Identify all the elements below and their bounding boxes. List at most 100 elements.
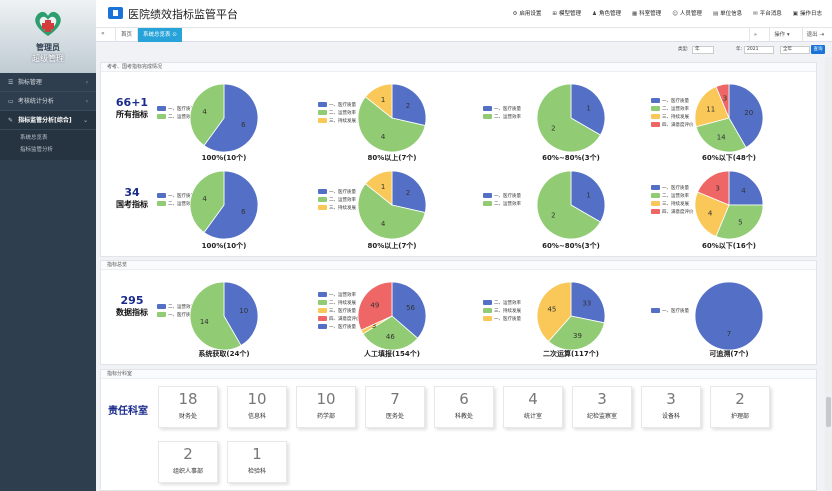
legend-item[interactable]: 二、运营效率 <box>651 106 694 114</box>
legend-item[interactable]: 一、医疗质量 <box>157 193 195 201</box>
department-card[interactable]: 6 科教处 <box>434 386 494 428</box>
legend-item[interactable]: 一、医疗质量 <box>318 189 356 197</box>
legend-item[interactable]: 一、医疗质量 <box>483 193 521 201</box>
pie-slice[interactable] <box>189 170 225 234</box>
legend-item[interactable]: 一、医疗质量 <box>157 106 195 114</box>
nav-item-logs[interactable]: ▣ 操作日志 <box>793 9 822 17</box>
legend-item[interactable]: 三、医疗质量 <box>318 308 361 316</box>
department-card[interactable]: 3 纪检监察室 <box>572 386 632 428</box>
department-card[interactable]: 4 统计室 <box>503 386 563 428</box>
legend-item[interactable]: 二、运营效率 <box>651 193 694 201</box>
pie-chart[interactable]: 56 46 3 49 人工填报(154个) <box>332 280 452 376</box>
pie-slice[interactable] <box>570 170 606 223</box>
legend-item[interactable]: 二、运营效率 <box>318 110 356 118</box>
department-card[interactable]: 2 护理部 <box>710 386 770 428</box>
year-select[interactable]: 2021 <box>744 46 774 54</box>
pie-slice[interactable] <box>715 204 764 240</box>
pie-slice[interactable] <box>570 83 606 136</box>
pie-chart[interactable]: 7 可追溯(7个) <box>669 280 789 376</box>
nav-item-unit-info[interactable]: ▤ 单位信息 <box>713 9 742 17</box>
legend-item[interactable]: 三、持续发展 <box>651 114 694 122</box>
legend-item[interactable]: 一、医疗质量 <box>157 312 195 320</box>
sidebar-item-statistics[interactable]: ▭ 考核统计分析 ‹ <box>0 92 96 111</box>
legend-item[interactable]: 二、运营效率 <box>157 114 195 122</box>
pie-slice[interactable] <box>694 281 764 351</box>
department-card[interactable]: 18 财务处 <box>158 386 218 428</box>
pie-slice[interactable] <box>357 183 426 240</box>
exit-button[interactable]: 退出 ⇥ <box>801 28 828 42</box>
legend-item[interactable]: 四、满意度评价 <box>651 209 694 217</box>
pie-chart[interactable]: 10 14 系统获取(24个) <box>164 280 284 376</box>
pie-chart[interactable]: 6 4 100%(10个) <box>164 169 284 265</box>
pie-slice[interactable] <box>570 281 606 324</box>
department-card[interactable]: 10 信息科 <box>227 386 287 428</box>
legend-item[interactable]: 一、医疗质量 <box>483 106 521 114</box>
pie-chart[interactable]: 33 39 45 二次运算(117个) <box>511 280 631 376</box>
pie-slice[interactable] <box>715 83 730 119</box>
query-button[interactable]: 查询 <box>811 45 825 54</box>
legend-item[interactable]: 三、持续发展 <box>483 308 521 316</box>
pie-slice[interactable] <box>189 281 242 351</box>
legend-item[interactable]: 二、运营效率 <box>157 304 195 312</box>
pie-slice[interactable] <box>536 83 601 153</box>
pie-slice[interactable] <box>364 170 393 206</box>
submenu-item-overview[interactable]: 系统总览表 <box>20 135 48 141</box>
nav-item-models[interactable]: ⊞ 模型管理 <box>552 9 581 17</box>
nav-item-messages[interactable]: ✉ 平台消息 <box>753 9 782 17</box>
scope-select[interactable]: 全年 <box>780 46 810 54</box>
nav-item-departments[interactable]: ▦ 科室管理 <box>632 9 661 17</box>
scrollbar[interactable] <box>825 57 832 491</box>
back-arrow-icon[interactable]: « <box>101 30 105 37</box>
pie-chart[interactable]: 20 14 11 3 60%以下(48个) <box>669 82 789 178</box>
legend-item[interactable]: 二、运营效率 <box>318 197 356 205</box>
legend-item[interactable]: 四、满意度评价 <box>318 316 361 324</box>
legend-item[interactable]: 一、医疗质量 <box>651 185 694 193</box>
forward-arrow-icon[interactable]: » <box>748 28 761 42</box>
legend-item[interactable]: 二、运营效率 <box>483 300 521 308</box>
pie-slice[interactable] <box>536 170 601 240</box>
pie-slice[interactable] <box>547 315 605 351</box>
tab-system-overview[interactable]: 系统总览表 ⊙ <box>138 28 182 42</box>
pie-chart[interactable]: 1 2 60%~80%(3个) <box>511 169 631 265</box>
legend-item[interactable]: 一、医疗质量 <box>318 102 356 110</box>
legend-item[interactable]: 三、持续发展 <box>318 205 356 213</box>
department-card[interactable]: 1 检验科 <box>227 441 287 483</box>
pie-slice[interactable] <box>391 281 427 339</box>
department-card[interactable]: 7 医务处 <box>365 386 425 428</box>
pie-slice[interactable] <box>364 83 393 119</box>
type-select[interactable]: 年 <box>692 46 714 54</box>
pie-chart[interactable]: 2 4 1 80%以上(7个) <box>332 169 452 265</box>
nav-item-roles[interactable]: ♟ 角色管理 <box>592 9 621 17</box>
department-card[interactable]: 10 药学部 <box>296 386 356 428</box>
legend-item[interactable]: 一、医疗质量 <box>651 98 694 106</box>
pie-slice[interactable] <box>695 117 747 153</box>
pie-slice[interactable] <box>697 170 730 206</box>
legend-item[interactable]: 一、医疗质量 <box>483 316 521 324</box>
pie-slice[interactable] <box>728 83 764 148</box>
submenu-item-analysis[interactable]: 指标监管分析 <box>20 147 54 153</box>
legend-item[interactable]: 二、运营效率 <box>483 201 521 209</box>
legend-item[interactable]: 三、持续发展 <box>318 118 356 126</box>
pie-slice[interactable] <box>223 281 259 346</box>
legend-item[interactable]: 四、满意度评价 <box>651 122 694 130</box>
tab-home[interactable]: 首页 <box>115 28 139 42</box>
pie-slice[interactable] <box>362 315 419 351</box>
operations-dropdown[interactable]: 操作 ▾ <box>769 28 794 42</box>
sidebar-item-monitoring-analysis[interactable]: ✎ 指标监管分析[综合] ⌄ <box>0 111 96 130</box>
department-card[interactable]: 3 设备科 <box>641 386 701 428</box>
pie-slice[interactable] <box>357 281 393 331</box>
legend-item[interactable]: 二、运营效率 <box>483 114 521 122</box>
department-card[interactable]: 2 组织人事部 <box>158 441 218 483</box>
pie-slice[interactable] <box>728 170 764 206</box>
pie-slice[interactable] <box>391 170 427 214</box>
legend-item[interactable]: 二、运营效率 <box>157 201 195 209</box>
pie-slice[interactable] <box>694 86 730 128</box>
legend-item[interactable]: 一、运营效率 <box>318 292 361 300</box>
legend-item[interactable]: 一、医疗质量 <box>318 324 361 332</box>
legend-item[interactable]: 一、医疗质量 <box>651 308 689 316</box>
pie-chart[interactable]: 4 5 4 3 60%以下(16个) <box>669 169 789 265</box>
pie-slice[interactable] <box>357 96 426 153</box>
pie-slice[interactable] <box>203 170 259 240</box>
legend-item[interactable]: 二、持续发展 <box>318 300 361 308</box>
pie-slice[interactable] <box>189 83 225 147</box>
